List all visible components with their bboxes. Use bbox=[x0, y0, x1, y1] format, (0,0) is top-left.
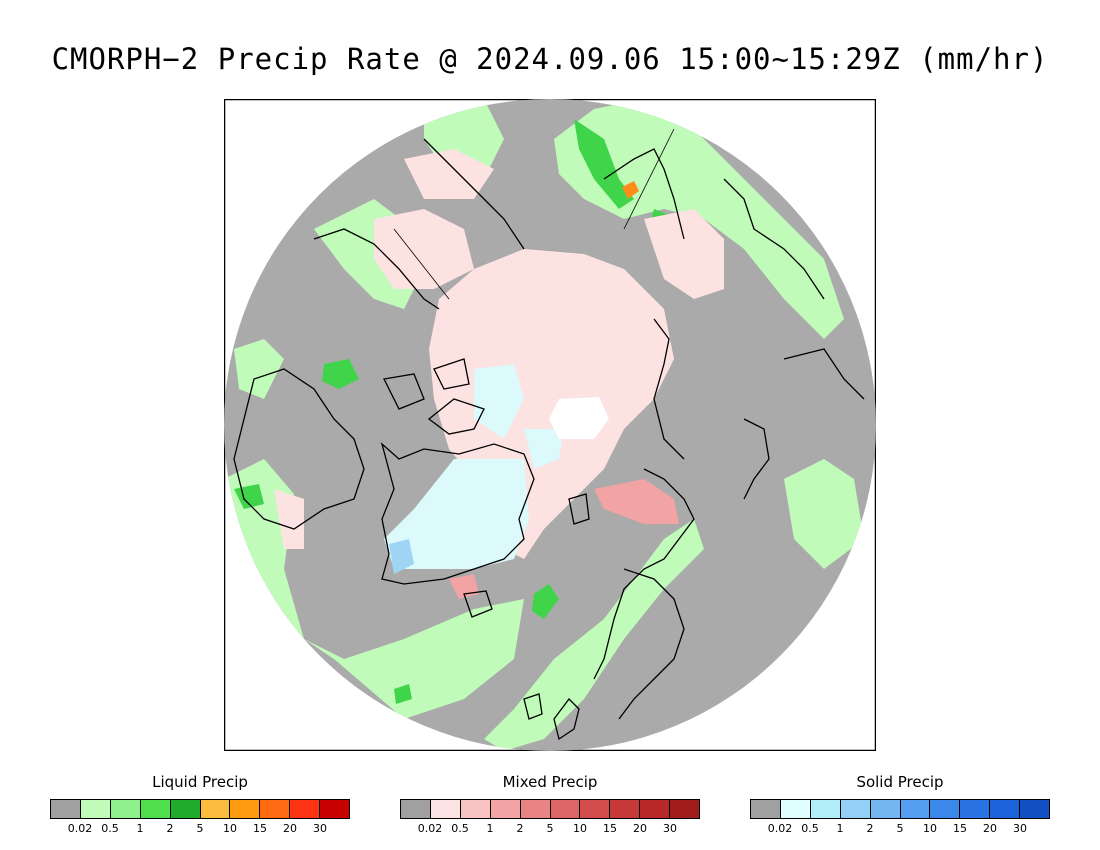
legend-swatch bbox=[140, 800, 171, 818]
legend-tick-label: 20 bbox=[633, 822, 647, 835]
legend-swatch bbox=[640, 800, 671, 818]
legend-swatch bbox=[550, 800, 581, 818]
solid-precip-moderate bbox=[389, 539, 414, 574]
legend-swatch bbox=[900, 800, 931, 818]
legend-colorbar bbox=[400, 799, 700, 819]
legend-swatch bbox=[490, 800, 521, 818]
boundary-lines bbox=[393, 128, 675, 300]
legend-swatch bbox=[960, 800, 991, 818]
legend-tick-label: 0.5 bbox=[801, 822, 819, 835]
legend-swatch bbox=[430, 800, 461, 818]
legend-swatch bbox=[580, 800, 611, 818]
legend-ticks: 0.02 0.5 1 2 5 10 15 20 30 bbox=[50, 822, 350, 836]
legend-tick-label: 5 bbox=[546, 822, 554, 835]
legend-swatch bbox=[170, 800, 201, 818]
coastlines bbox=[233, 138, 865, 741]
legend-tick-label: 1 bbox=[136, 822, 144, 835]
solid-precip-areas bbox=[384, 364, 564, 569]
legend-mixed-precip: Mixed Precip 0.02 0.5 1 2 5 10 15 20 30 bbox=[400, 770, 700, 840]
legend-swatch bbox=[80, 800, 111, 818]
legend-swatch bbox=[230, 800, 261, 818]
legend-swatch bbox=[870, 800, 901, 818]
legend-swatch bbox=[460, 800, 491, 818]
legend-swatch bbox=[990, 800, 1021, 818]
legend-swatch bbox=[840, 800, 871, 818]
polar-precip-map bbox=[224, 99, 876, 751]
legend-swatch bbox=[290, 800, 321, 818]
legend-swatch bbox=[810, 800, 841, 818]
legend-swatch bbox=[670, 800, 700, 818]
legend-tick-label: 5 bbox=[196, 822, 204, 835]
legend-ticks: 0.02 0.5 1 2 5 10 15 20 30 bbox=[750, 822, 1050, 836]
legend-tick-label: 2 bbox=[166, 822, 174, 835]
legend-title: Mixed Precip bbox=[502, 773, 598, 791]
legend-swatch bbox=[320, 800, 350, 818]
legend-tick-label: 20 bbox=[283, 822, 297, 835]
legend-tick-label: 15 bbox=[603, 822, 617, 835]
legend-ticks: 0.02 0.5 1 2 5 10 15 20 30 bbox=[400, 822, 700, 836]
legend-swatch bbox=[930, 800, 961, 818]
legend-swatch bbox=[110, 800, 141, 818]
legend-tick-label: 10 bbox=[223, 822, 237, 835]
legend-solid-precip: Solid Precip 0.02 0.5 1 2 5 10 15 20 30 bbox=[750, 770, 1050, 840]
legend-swatch bbox=[520, 800, 551, 818]
legend-tick-label: 5 bbox=[896, 822, 904, 835]
legend-swatch bbox=[751, 800, 781, 818]
legend-swatch bbox=[780, 800, 811, 818]
legend-tick-label: 30 bbox=[663, 822, 677, 835]
legend-colorbar bbox=[50, 799, 350, 819]
legend-tick-label: 20 bbox=[983, 822, 997, 835]
legend-swatch bbox=[401, 800, 431, 818]
legend-swatch bbox=[260, 800, 291, 818]
legend-tick-label: 10 bbox=[923, 822, 937, 835]
legend-swatch bbox=[1020, 800, 1050, 818]
legend-tick-label: 0.5 bbox=[451, 822, 469, 835]
legend-tick-label: 0.02 bbox=[767, 822, 793, 835]
map-title: CMORPH−2 Precip Rate @ 2024.09.06 15:00~… bbox=[51, 42, 1049, 76]
legend-tick-label: 0.02 bbox=[417, 822, 443, 835]
legend-tick-label: 1 bbox=[836, 822, 844, 835]
legend-swatch bbox=[610, 800, 641, 818]
legend-liquid-precip: Liquid Precip 0.02 0.5 1 2 5 10 15 20 30 bbox=[50, 770, 350, 840]
legend-title: Liquid Precip bbox=[152, 773, 248, 791]
legend-tick-label: 2 bbox=[516, 822, 524, 835]
legend-tick-label: 30 bbox=[313, 822, 327, 835]
heavy-snow-center bbox=[549, 397, 609, 439]
legend-tick-label: 15 bbox=[953, 822, 967, 835]
legend-tick-label: 1 bbox=[486, 822, 494, 835]
legend-colorbar bbox=[750, 799, 1050, 819]
heavy-precip-spot bbox=[622, 181, 639, 199]
legend-title: Solid Precip bbox=[856, 773, 944, 791]
legend-tick-label: 0.5 bbox=[101, 822, 119, 835]
legend-tick-label: 30 bbox=[1013, 822, 1027, 835]
legend-swatch bbox=[51, 800, 81, 818]
legend-tick-label: 10 bbox=[573, 822, 587, 835]
legend-swatch bbox=[200, 800, 231, 818]
legend-tick-label: 15 bbox=[253, 822, 267, 835]
legend-tick-label: 2 bbox=[866, 822, 874, 835]
legend-tick-label: 0.02 bbox=[67, 822, 93, 835]
